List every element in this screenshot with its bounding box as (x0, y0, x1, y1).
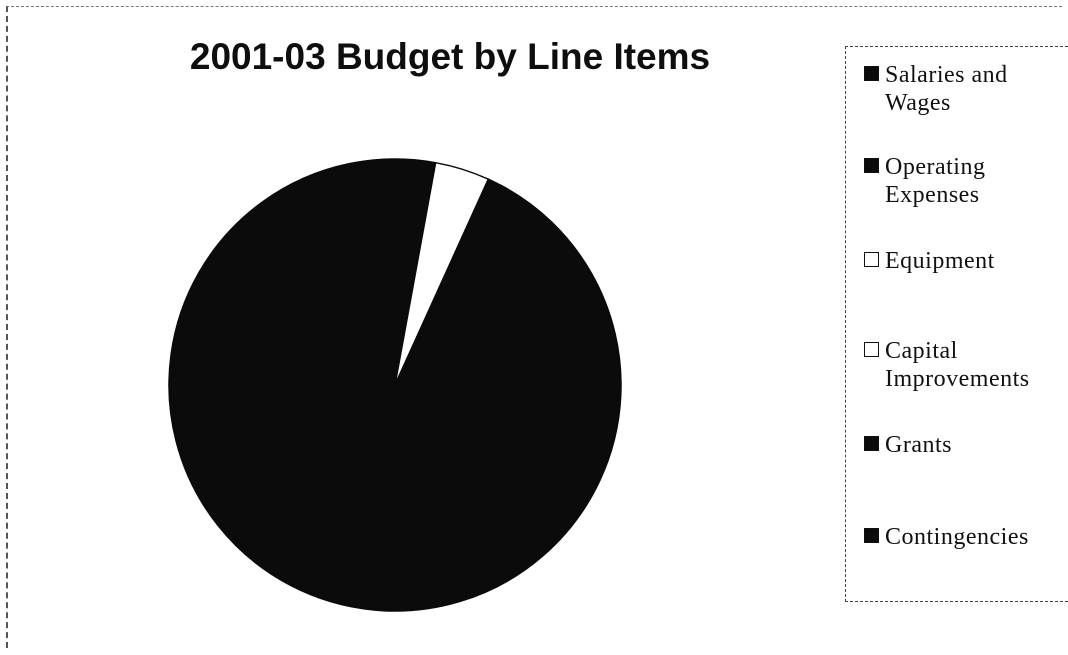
legend-item-equipment: Equipment (864, 247, 1060, 275)
chart-legend: Salaries and Wages Operating Expenses Eq… (845, 46, 1068, 602)
legend-label: Capital Improvements (885, 338, 1030, 392)
legend-item-capital-improvements: Capital Improvements (864, 337, 1060, 393)
legend-swatch (864, 158, 879, 173)
legend-label: Operating Expenses (885, 154, 986, 208)
legend-swatch (864, 528, 879, 543)
pie-slice-contingencies (394, 182, 502, 386)
legend-item-grants: Grants (864, 431, 1060, 459)
legend-swatch (864, 66, 879, 81)
legend-item-salaries-and-wages: Salaries and Wages (864, 61, 1060, 117)
legend-label: Grants (885, 432, 952, 458)
chart-frame (6, 6, 1062, 648)
legend-swatch (864, 436, 879, 451)
legend-label: Salaries and Wages (885, 62, 1008, 116)
legend-item-contingencies: Contingencies (864, 523, 1060, 551)
legend-swatch (864, 342, 879, 357)
legend-item-operating-expenses: Operating Expenses (864, 153, 1060, 209)
legend-label: Contingencies (885, 524, 1029, 550)
chart-title: 2001-03 Budget by Line Items (189, 36, 711, 77)
legend-swatch (864, 252, 879, 267)
legend-label: Equipment (885, 248, 995, 274)
pie-slice-salaries-and-wages (394, 184, 622, 397)
